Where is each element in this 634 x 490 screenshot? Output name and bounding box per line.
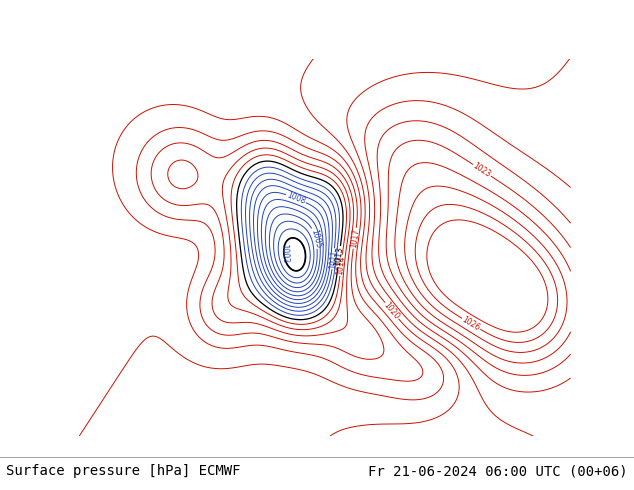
Text: 1014: 1014 bbox=[335, 255, 347, 275]
Text: 1011: 1011 bbox=[328, 249, 339, 269]
Text: 1017: 1017 bbox=[349, 228, 361, 248]
Text: 1013: 1013 bbox=[333, 246, 345, 267]
Text: 1020: 1020 bbox=[382, 300, 401, 321]
Text: Surface pressure [hPa] ECMWF: Surface pressure [hPa] ECMWF bbox=[6, 465, 241, 478]
Text: 1005: 1005 bbox=[309, 228, 322, 249]
Text: 1008: 1008 bbox=[285, 191, 306, 206]
Text: 1023: 1023 bbox=[472, 161, 493, 179]
Text: 1002: 1002 bbox=[279, 244, 289, 263]
Text: Fr 21-06-2024 06:00 UTC (00+06): Fr 21-06-2024 06:00 UTC (00+06) bbox=[368, 465, 628, 478]
Text: 1026: 1026 bbox=[460, 315, 482, 333]
